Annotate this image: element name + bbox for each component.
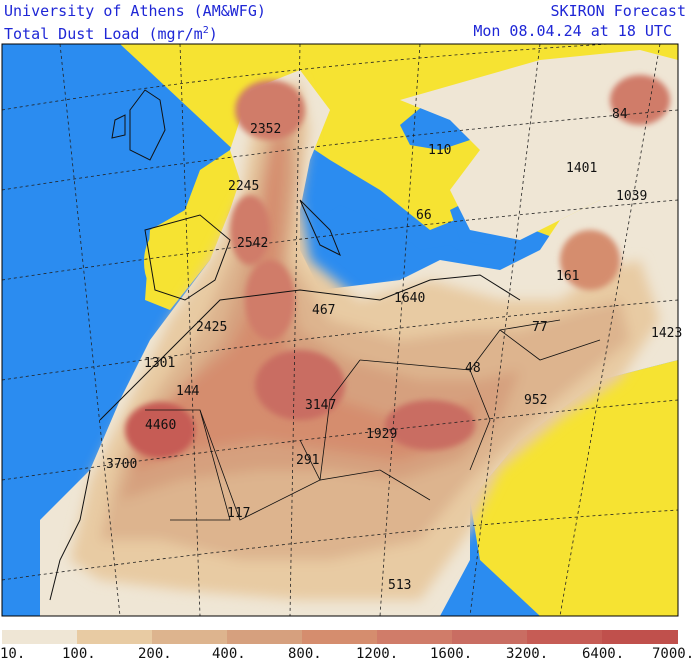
legend-tick: 400.: [212, 646, 246, 662]
label-value: 66: [416, 208, 432, 223]
label-value: 3147: [305, 398, 336, 413]
label-value: 4460: [145, 418, 176, 433]
label-value: 110: [428, 143, 451, 158]
legend-tick: 7000.: [652, 646, 695, 662]
label-value: 2352: [250, 122, 281, 137]
dust-plume-northeast: [610, 75, 670, 125]
model-title: SKIRON Forecast: [550, 2, 686, 20]
field-title-text: Total Dust Load (mgr/m: [4, 25, 203, 43]
map-frame: [1, 43, 679, 617]
legend-swatch: [527, 630, 602, 644]
legend-swatch: [227, 630, 302, 644]
label-value: 2542: [237, 236, 268, 251]
label-value: 3700: [106, 457, 137, 472]
label-value: 144: [176, 384, 200, 399]
country-borders: [145, 319, 601, 521]
legend-swatch: [302, 630, 377, 644]
legend-tick: 800.: [288, 646, 322, 662]
dust-band-north: [245, 260, 295, 340]
dust-max-east: [385, 400, 475, 450]
label-value: 1640: [394, 291, 425, 306]
label-value: 117: [227, 506, 250, 521]
label-value: 84: [612, 107, 628, 122]
legend-tick: 1600.: [430, 646, 473, 662]
label-value: 291: [296, 453, 319, 468]
field-title: Total Dust Load (mgr/m2): [4, 22, 218, 43]
label-value: 2425: [196, 320, 227, 335]
legend-swatch: [377, 630, 452, 644]
legend-tick: 3200.: [506, 646, 549, 662]
field-title-close: ): [208, 25, 218, 43]
dust-base-north: [400, 50, 678, 240]
legend-colorbar: [2, 630, 678, 644]
legend-swatch: [452, 630, 527, 644]
label-value: 1039: [616, 189, 647, 204]
label-value: 1401: [566, 161, 597, 176]
legend-tick: 200.: [138, 646, 172, 662]
legend-tick: 10.: [0, 646, 26, 662]
dust-plume-europe: [235, 80, 305, 140]
label-value: 467: [312, 303, 335, 318]
legend-tick: 100.: [62, 646, 96, 662]
label-value: 48: [465, 361, 481, 376]
legend-swatch: [77, 630, 152, 644]
iberia-yellow: [144, 232, 176, 292]
label-value: 513: [388, 578, 411, 593]
dust-level-800: [130, 130, 480, 470]
legend-tick: 6400.: [582, 646, 625, 662]
dust-max-west: [125, 402, 195, 458]
legend-swatch: [2, 630, 77, 644]
label-value: 952: [524, 393, 547, 408]
legend-swatch: [602, 630, 678, 644]
dust-plume-arabia: [560, 230, 620, 290]
label-value: 1929: [366, 427, 397, 442]
dust-plume-iberia: [230, 195, 270, 265]
legend-tick: 1200.: [356, 646, 399, 662]
label-value: 2245: [228, 179, 259, 194]
label-value: 161: [556, 269, 579, 284]
land-nodust-south: [470, 360, 678, 616]
label-value: 77: [532, 320, 548, 335]
label-value: 1301: [144, 356, 175, 371]
graticule: [2, 44, 678, 616]
coastlines: [49, 89, 521, 601]
label-value: 1423: [651, 326, 682, 341]
dust-max-central: [255, 350, 345, 420]
institution-title: University of Athens (AM&WFG): [4, 2, 266, 20]
field-title-superscript: 2: [202, 25, 209, 36]
legend-swatch: [152, 630, 227, 644]
valid-time: Mon 08.04.24 at 18 UTC: [473, 22, 672, 40]
